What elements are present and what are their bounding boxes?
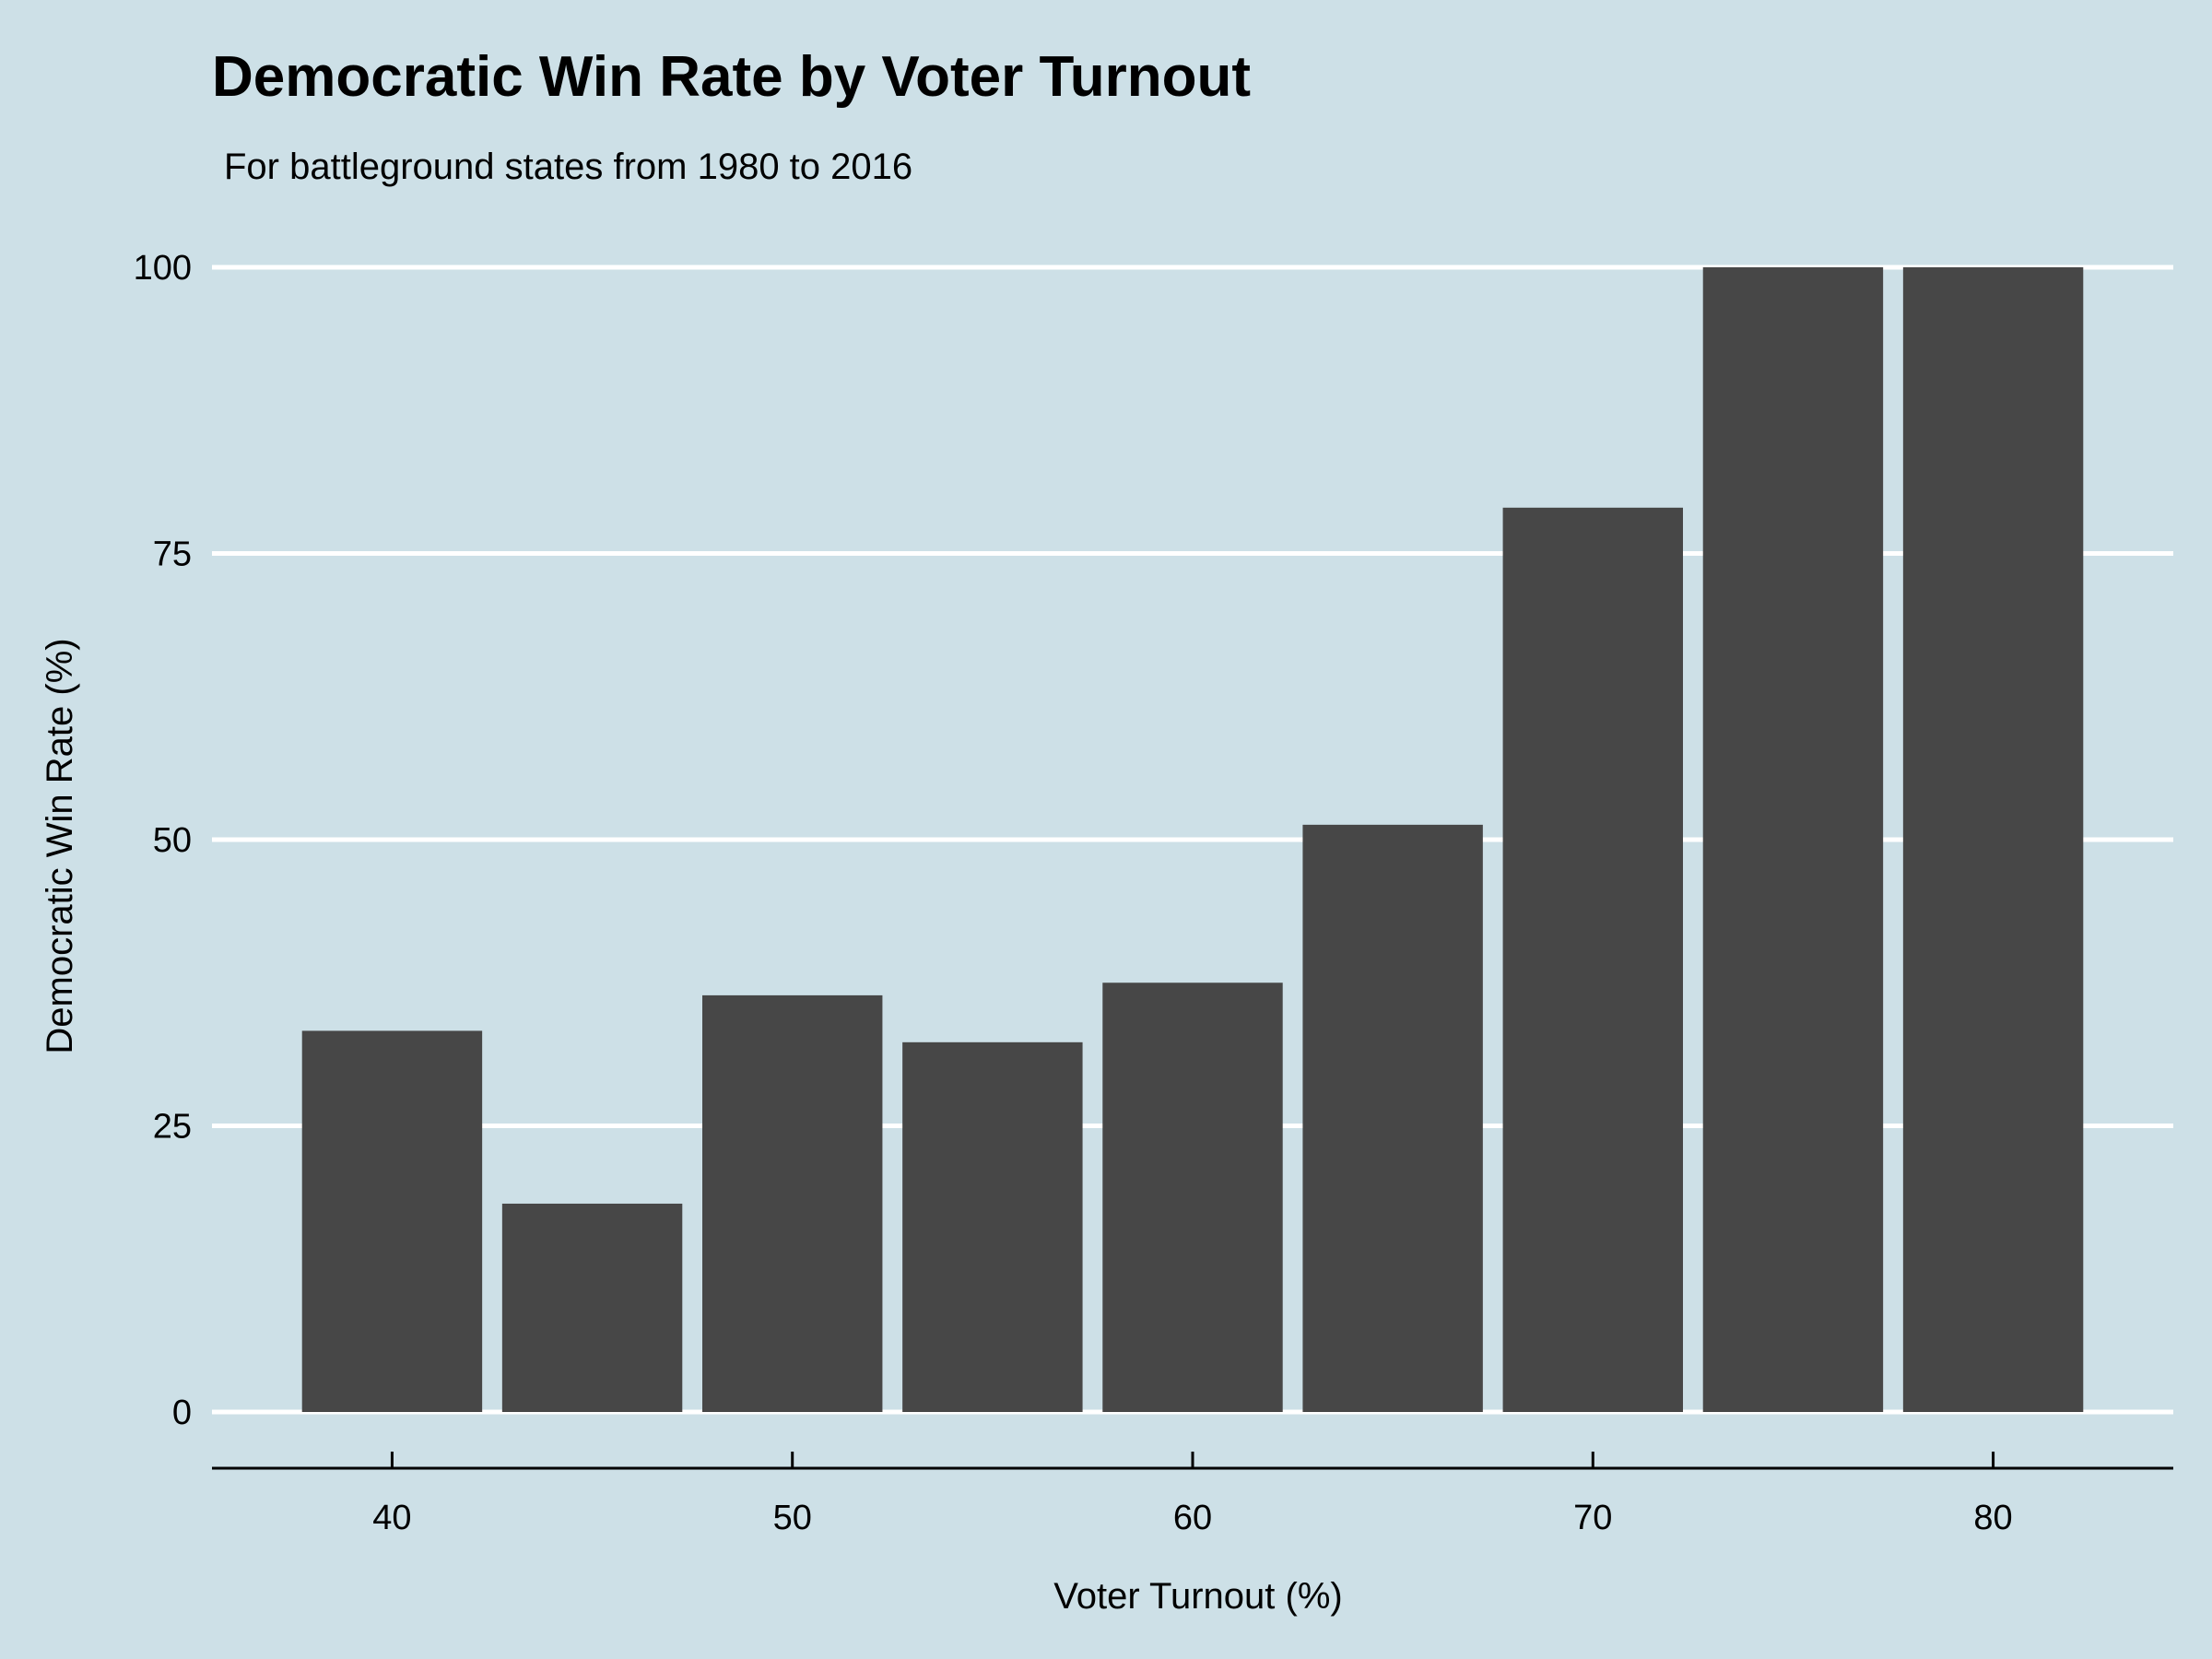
- x-tick-label-40: 40: [372, 1499, 411, 1537]
- x-tick-label-80: 80: [1973, 1499, 2012, 1537]
- bar-70: [1502, 507, 1683, 1412]
- bar-45: [501, 1203, 683, 1412]
- bar-40: [301, 1030, 483, 1412]
- x-axis-ticks: 40 50 60 70 80: [372, 1452, 2013, 1537]
- x-tick-label-70: 70: [1573, 1499, 1612, 1537]
- y-axis-ticks: 0 25 50 75 100: [134, 249, 192, 1432]
- bar-55: [902, 1041, 1083, 1412]
- bar-60: [1102, 982, 1283, 1412]
- y-tick-label-25: 25: [153, 1108, 192, 1147]
- y-tick-label-75: 75: [153, 535, 192, 574]
- x-axis-label: Voter Turnout (%): [1053, 1576, 1342, 1617]
- bar-75: [1702, 267, 1884, 1412]
- bar-65: [1302, 824, 1483, 1412]
- y-axis-label: Democratic Win Rate (%): [40, 638, 80, 1053]
- bar-80: [1902, 267, 2084, 1412]
- bar-50: [702, 994, 883, 1412]
- y-tick-label-0: 0: [172, 1394, 192, 1432]
- y-tick-label-50: 50: [153, 821, 192, 860]
- x-tick-label-60: 60: [1173, 1499, 1212, 1537]
- y-tick-label-100: 100: [134, 249, 192, 288]
- x-tick-label-50: 50: [773, 1499, 812, 1537]
- chart-title: Democratic Win Rate by Voter Turnout: [212, 45, 1251, 109]
- bars: [301, 267, 2084, 1412]
- chart-subtitle: For battleground states from 1980 to 201…: [224, 147, 912, 187]
